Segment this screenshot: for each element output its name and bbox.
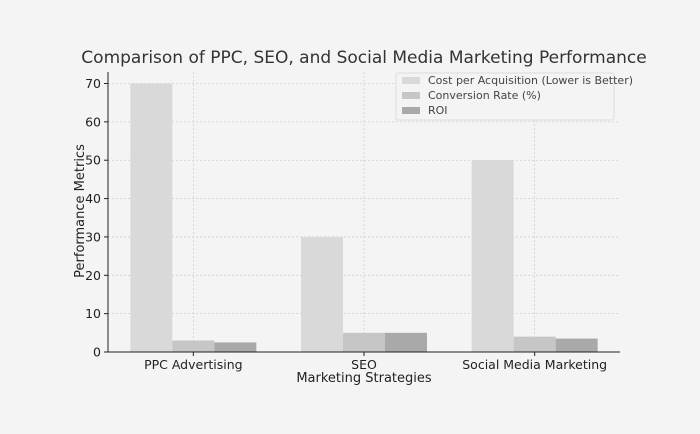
bar-2-2 [343, 332, 385, 352]
legend-swatch-3 [402, 107, 420, 114]
bar-1-1 [130, 83, 173, 353]
chart-title: Comparison of PPC, SEO, and Social Media… [81, 48, 646, 68]
y-tick-label: 20 [85, 268, 101, 283]
y-tick-label: 30 [85, 229, 101, 244]
x-tick-label: PPC Advertising [144, 357, 243, 372]
x-tick-label: SEO [351, 357, 377, 372]
bar-1-3 [471, 160, 514, 352]
legend-swatch-1 [402, 77, 420, 84]
x-ticks: PPC Advertising SEO Social Media Marketing [144, 352, 607, 372]
legend-label-3: ROI [428, 104, 448, 117]
y-tick-label: 10 [85, 306, 101, 321]
bar-3-2 [385, 332, 427, 352]
legend-label-1: Cost per Acquisition (Lower is Better) [428, 74, 633, 87]
legend-frame [395, 72, 615, 121]
y-tick-label: 70 [85, 76, 101, 91]
legend-swatch-2 [402, 92, 420, 99]
y-axis-label: Performance Metrics [73, 144, 88, 278]
y-tick-label: 0 [93, 345, 101, 360]
legend: Cost per Acquisition (Lower is Better) Co… [395, 72, 633, 121]
bar-3-3 [555, 338, 598, 352]
bar-2-1 [172, 340, 215, 352]
y-ticks: 0 10 20 30 40 50 60 70 [85, 76, 108, 360]
y-tick-label: 60 [85, 114, 101, 129]
x-tick-label: Social Media Marketing [462, 357, 607, 372]
bar-1-2 [301, 236, 343, 352]
y-tick-label: 50 [85, 153, 101, 168]
bar-2-3 [513, 336, 556, 352]
grid [108, 72, 620, 352]
bars [130, 83, 598, 353]
legend-label-2: Conversion Rate (%) [428, 89, 541, 102]
bar-3-1 [214, 342, 257, 352]
y-tick-label: 40 [85, 191, 101, 206]
x-axis-label: Marketing Strategies [296, 371, 432, 386]
